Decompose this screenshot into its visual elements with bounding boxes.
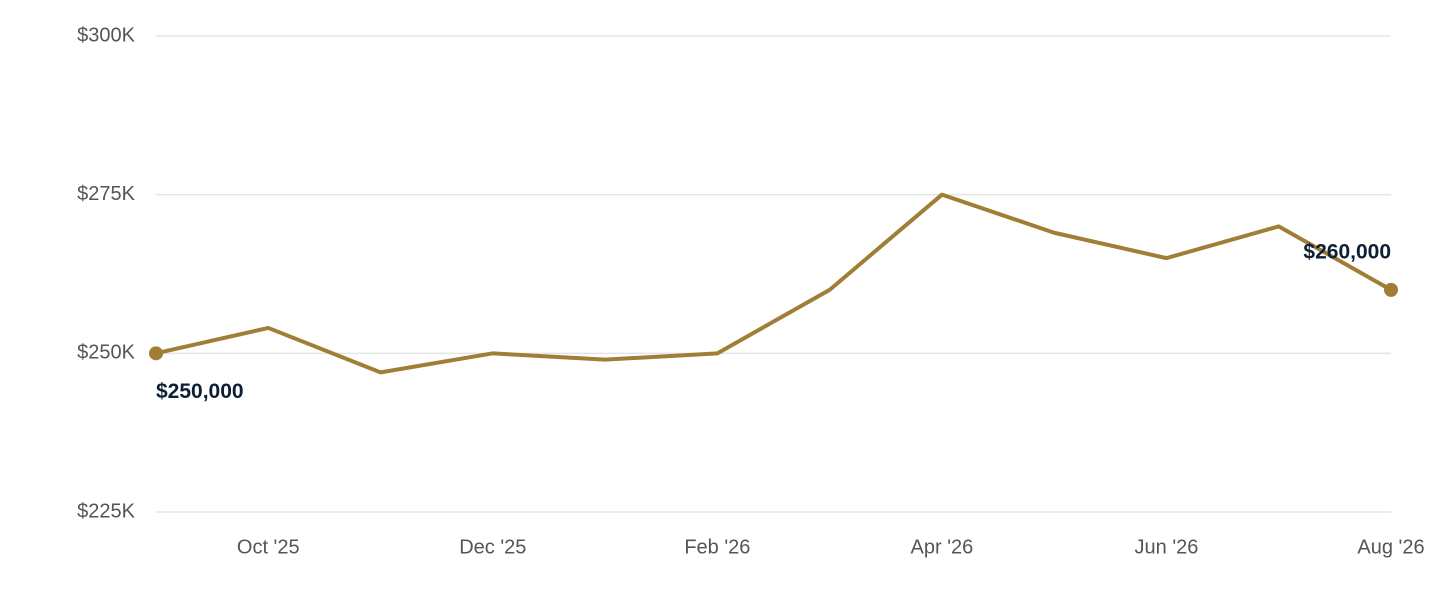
- x-tick-label: Feb '26: [684, 536, 750, 558]
- x-tick-label: Jun '26: [1135, 536, 1199, 558]
- x-tick-label: Dec '25: [459, 536, 526, 558]
- y-tick-label: $225K: [77, 500, 135, 522]
- point: [149, 346, 163, 361]
- value-label: $250,000: [156, 380, 244, 403]
- y-tick-label: $250K: [77, 342, 135, 364]
- y-tick-label: $275K: [77, 183, 135, 205]
- point: [1384, 282, 1398, 297]
- line: [155, 192, 1392, 375]
- value-label: $260,000: [1303, 240, 1391, 263]
- x-tick-label: Oct '25: [237, 536, 300, 558]
- x-tick-label: Aug '26: [1357, 536, 1424, 558]
- x-tick-label: Apr '26: [911, 536, 974, 558]
- y-tick-label: $300K: [77, 24, 135, 46]
